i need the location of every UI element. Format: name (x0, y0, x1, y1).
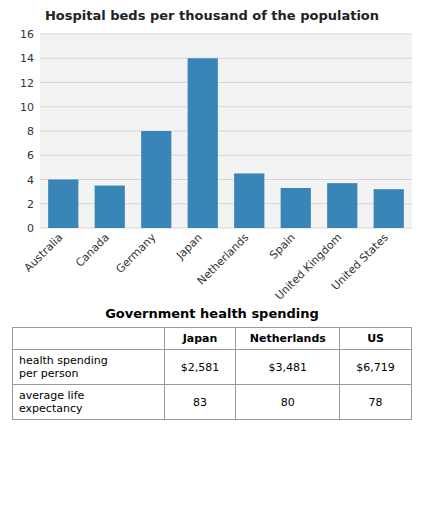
x-tick-label: Germany (113, 231, 158, 276)
y-tick-label: 16 (20, 28, 34, 41)
table-cell: average life expectancy (13, 385, 165, 420)
y-tick-label: 6 (27, 149, 34, 162)
bar (281, 188, 311, 228)
bar (95, 186, 125, 228)
grid-line (40, 155, 412, 156)
y-tick-label: 10 (20, 101, 34, 114)
table-cell: 80 (236, 385, 340, 420)
table-header: US (340, 328, 412, 350)
table-section: Government health spending JapanNetherlan… (0, 300, 424, 420)
bar (188, 58, 218, 228)
x-tick-label: United Kingdom (273, 231, 345, 300)
chart-title: Hospital beds per thousand of the popula… (45, 8, 379, 23)
table-header (13, 328, 165, 350)
grid-line (40, 179, 412, 180)
bar (327, 183, 357, 228)
y-tick-label: 12 (20, 77, 34, 90)
grid-line (40, 58, 412, 59)
table-cell: 83 (164, 385, 236, 420)
table-cell: $3,481 (236, 350, 340, 385)
table-header: Japan (164, 328, 236, 350)
grid-line (40, 34, 412, 35)
x-tick-label: Netherlands (195, 231, 252, 288)
grid-line (40, 82, 412, 83)
x-axis: AustraliaCanadaGermany JapanNetherlands Sp… (22, 231, 391, 300)
bar (374, 189, 404, 228)
bar (48, 180, 78, 229)
x-tick-label: Japan (173, 231, 205, 263)
x-tick-label: United States (329, 231, 391, 293)
y-axis: 0 2 4 6 8 10 12 14 16 (20, 28, 412, 235)
grid-line (40, 106, 412, 107)
table-cell: 78 (340, 385, 412, 420)
bars (48, 58, 404, 228)
x-tick-label: Canada (73, 231, 112, 270)
y-tick-label: 8 (27, 125, 34, 138)
plot-area (40, 34, 412, 228)
y-tick-label: 4 (27, 174, 34, 187)
table-header: Netherlands (236, 328, 340, 350)
bar (234, 173, 264, 228)
y-tick-label: 0 (27, 222, 34, 235)
data-table: JapanNetherlandsUS health spending per pe… (12, 327, 412, 420)
table-cell: $2,581 (164, 350, 236, 385)
grid-line (40, 131, 412, 132)
bar-chart: Hospital beds per thousand of the popula… (0, 0, 424, 300)
table-title: Government health spending (12, 306, 412, 321)
bar (141, 131, 171, 228)
y-tick-label: 2 (27, 198, 34, 211)
x-tick-label: Spain (267, 231, 298, 262)
x-tick-label: Australia (22, 231, 66, 275)
table-cell: $6,719 (340, 350, 412, 385)
table-cell: health spending per person (13, 350, 165, 385)
y-tick-label: 14 (20, 52, 34, 65)
